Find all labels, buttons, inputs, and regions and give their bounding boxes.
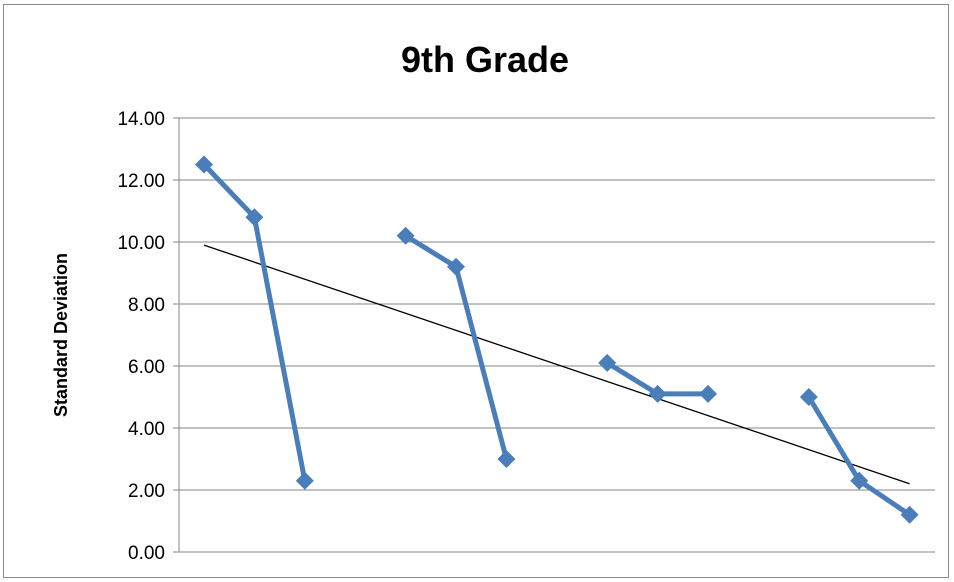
y-axis-label: Standard Deviation [51,253,71,417]
y-tick-label: 10.00 [117,233,165,254]
data-point-marker [245,208,264,227]
data-point-marker [598,353,617,372]
data-point-marker [799,388,818,406]
data-point-marker [900,505,919,524]
y-tick-label: 6.00 [128,357,165,378]
chart-title: 9th Grade [401,39,569,80]
y-tick-label: 2.00 [128,481,165,502]
data-point-marker [699,384,717,403]
grid-lines [173,117,935,553]
data-point-marker [447,257,465,276]
data-point-marker [396,226,415,245]
data-point-marker [195,155,213,174]
y-tick-labels: 0.00 2.00 4.00 6.00 8.00 10.00 12.00 14.00 [117,109,165,564]
series-line-segment-4 [806,394,913,518]
data-point-marker [648,384,667,403]
trendline-group [203,244,910,485]
y-tick-label: 12.00 [117,171,165,192]
y-tick-label: 0.00 [128,543,165,564]
chart-frame [3,4,949,578]
y-tick-label: 14.00 [117,109,165,130]
trendline [203,244,910,485]
data-point-marker [850,471,869,490]
y-tick-label: 4.00 [128,419,165,440]
y-tick-label: 8.00 [128,295,165,316]
data-point-marker [497,450,516,468]
series-group [195,155,919,524]
data-point-marker [295,471,314,490]
